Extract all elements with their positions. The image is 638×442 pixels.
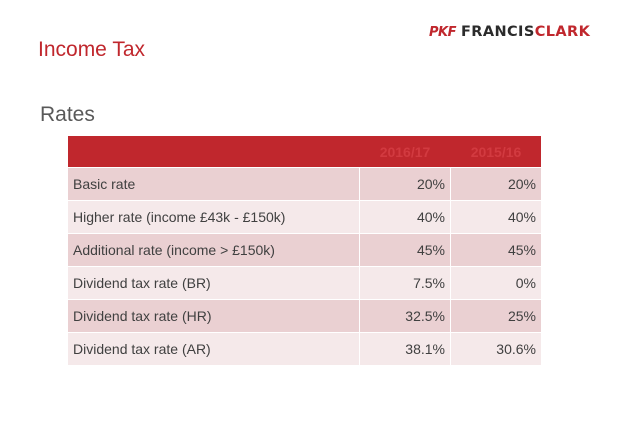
slide-subtitle: Rates [40,103,95,126]
table-row: Dividend tax rate (BR) 7.5% 0% [68,266,541,300]
row-label: Additional rate (income > £150k) [68,233,360,267]
rate-2016-17: 38.1% [359,332,451,366]
rate-2015-16: 45% [450,233,541,267]
rate-2016-17: 40% [359,200,451,234]
table-row: Dividend tax rate (AR) 38.1% 30.6% [68,332,541,366]
row-label: Higher rate (income £43k - £150k) [68,200,360,234]
rate-2015-16: 0% [450,266,541,300]
row-label: Basic rate [68,167,360,201]
rate-2015-16: 25% [450,299,541,333]
company-logo: PKF FRANCIS CLARK [429,22,590,42]
rate-2015-16: 40% [450,200,541,234]
row-label: Dividend tax rate (BR) [68,266,360,300]
rate-2016-17: 32.5% [359,299,451,333]
rate-2015-16: 20% [450,167,541,201]
header-2016-17: 2016/17 [359,136,451,168]
row-label: Dividend tax rate (AR) [68,332,360,366]
table-row: Dividend tax rate (HR) 32.5% 25% [68,299,541,333]
rate-2016-17: 45% [359,233,451,267]
table-row: Higher rate (income £43k - £150k) 40% 40… [68,200,541,234]
rate-2015-16: 30.6% [450,332,541,366]
tax-rates-table: 2016/17 2015/16 Basic rate 20% 20% Highe… [68,136,541,366]
rate-2016-17: 20% [359,167,451,201]
header-label-column [68,136,360,168]
table-row: Additional rate (income > £150k) 45% 45% [68,233,541,267]
logo-name-part1: FRANCIS [460,24,535,40]
header-2015-16: 2015/16 [450,136,541,168]
table-row: Basic rate 20% 20% [68,167,541,201]
row-label: Dividend tax rate (HR) [68,299,360,333]
logo-mark: PKF [429,24,456,40]
logo-name-part2: CLARK [534,24,591,40]
table-header-row: 2016/17 2015/16 [68,136,541,168]
rate-2016-17: 7.5% [359,266,451,300]
slide-title: Income Tax [38,38,145,61]
